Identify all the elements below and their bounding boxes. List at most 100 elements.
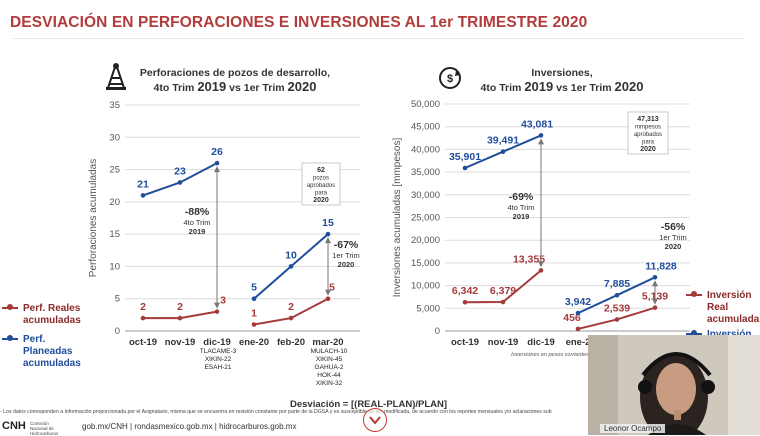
footer-links[interactable]: gob.mx/CNH | rondasmexico.gob.mx | hidro…: [82, 422, 297, 431]
webcam-video[interactable]: Leonor Ocampo: [588, 335, 760, 435]
data-point: [575, 310, 581, 316]
legend-plan-line3: acumuladas: [23, 358, 81, 369]
data-point: [538, 133, 544, 138]
legend-plan-line2: Planeadas: [23, 346, 73, 357]
approved-box-text: aprobados: [634, 132, 662, 138]
well-item: ESAH-21: [204, 364, 232, 371]
x-tick-label: mar-20: [312, 337, 343, 348]
data-label: 13,355: [513, 253, 545, 265]
deviation-pct: -56%: [661, 221, 686, 233]
y-tick-label: 50,000: [411, 99, 440, 110]
y-tick-label: 10,000: [411, 281, 440, 292]
data-point: [652, 305, 658, 310]
deviation-year: 2020: [665, 242, 682, 251]
y-tick-label: 10: [109, 261, 120, 272]
deviation-arrow-head: [214, 166, 220, 173]
legend-real-line3: acumulada: [707, 314, 760, 325]
right-legend-plan: Inversión: [686, 329, 751, 341]
data-point: [288, 264, 294, 269]
approved-box: [301, 162, 341, 206]
y-axis-label: Perforaciones acumuladas: [88, 159, 99, 277]
play-button[interactable]: [363, 408, 387, 432]
legend-real-line1: Inversión: [707, 290, 752, 301]
data-label: 6,342: [452, 285, 478, 297]
y-tick-label: 0: [435, 326, 440, 337]
data-point: [538, 268, 544, 273]
presenter-video-frame: [588, 335, 760, 435]
data-point: [462, 299, 468, 305]
x-tick-label: oct-19: [129, 337, 157, 348]
page-title: DESVIACIÓN EN PERFORACIONES E INVERSIONE…: [10, 14, 588, 31]
y-tick-label: 40,000: [411, 144, 440, 155]
y-tick-label: 30: [109, 132, 120, 143]
deviation-pct: -88%: [185, 206, 210, 218]
data-label: 456: [563, 312, 581, 324]
x-tick-label: dic-19: [527, 337, 554, 348]
deviation-arrow-head: [652, 298, 658, 305]
data-point: [500, 299, 506, 305]
data-label: 26: [211, 146, 223, 158]
approved-box-text: 47,313: [637, 116, 659, 123]
approved-box-text: 2020: [640, 146, 656, 153]
approved-box-text: para: [642, 140, 655, 146]
y-tick-label: 20,000: [411, 235, 440, 246]
data-label: 7,885: [604, 278, 630, 290]
right-chart-title: Inversiones, 4to Trim 2019 vs 1er Trim 2…: [462, 66, 662, 95]
x-tick-label: ene-2: [566, 337, 591, 348]
deviation-arrow-head: [538, 261, 544, 268]
deviation-year: 2020: [338, 260, 355, 269]
legend-real-line2: acumuladas: [23, 315, 81, 326]
well-item: TLACAME-3: [199, 348, 237, 355]
data-label: 3: [220, 295, 226, 307]
left-legend-real: Perf. Reales acumuladas: [2, 303, 81, 327]
deviation-label: 4to Trim: [507, 203, 534, 212]
deviation-arrow-head: [325, 289, 331, 296]
approved-box-text: para: [315, 191, 328, 197]
deviation-label: 1er Trim: [332, 251, 360, 260]
y-tick-label: 35,000: [411, 167, 440, 178]
deviation-label: 4to Trim: [183, 218, 210, 227]
well-item: MULACH-10: [310, 348, 348, 355]
participant-name: Leonor Ocampo: [600, 424, 666, 433]
data-label: 1: [251, 308, 257, 320]
deviation-arrow-head: [652, 280, 658, 287]
data-label: 5: [329, 282, 335, 294]
data-point: [214, 309, 220, 314]
wells-dic-list: TLACAME-3 XIKIN-22 ESAH-21: [193, 348, 243, 372]
data-point: [177, 315, 183, 321]
well-item: XIKIN-45: [315, 356, 343, 363]
x-tick-label: oct-19: [451, 337, 479, 348]
data-label: 5: [251, 282, 257, 294]
data-point: [462, 165, 468, 171]
approved-box-text: pozos: [313, 176, 329, 182]
data-point: [288, 315, 294, 321]
y-tick-label: 15,000: [411, 258, 440, 269]
deviation-year: 2019: [513, 212, 530, 221]
well-item: HOK-44: [317, 372, 341, 379]
approved-box-text: aprobados: [307, 183, 335, 189]
data-label: 2,539: [604, 302, 630, 314]
data-label: 21: [137, 178, 149, 190]
well-item: XIKIN-22: [204, 356, 232, 363]
x-tick-label: nov-19: [165, 337, 196, 348]
svg-text:$: $: [447, 73, 453, 85]
data-point: [140, 315, 146, 321]
deviation-arrow-head: [214, 302, 220, 309]
legend-plan-swatch: [686, 330, 702, 337]
data-label: 35,901: [449, 151, 481, 163]
data-label: 43,081: [521, 118, 553, 130]
money-cycle-icon: $: [438, 66, 462, 95]
data-point: [652, 275, 658, 280]
left-chart-title: Perforaciones de pozos de desarrollo, 4t…: [130, 66, 340, 95]
legend-real-line2: Real: [707, 302, 729, 313]
deviation-formula: Desviación = [(REAL-PLAN)/PLAN]: [290, 399, 448, 410]
cnh-logo-subtitle: Comisión Nacional de Hidrocarburos: [30, 421, 59, 436]
deviation-arrow-head: [538, 138, 544, 145]
left-legend-plan: Perf. Planeadas acumuladas: [2, 334, 81, 370]
x-tick-label: feb-20: [277, 337, 305, 348]
approved-box-text: 2020: [313, 197, 329, 204]
data-label: 11,828: [645, 260, 677, 272]
data-label: 23: [174, 165, 186, 177]
legend-plan-line1: Inversión: [707, 329, 751, 340]
legend-plan-line1: Perf.: [23, 334, 46, 345]
